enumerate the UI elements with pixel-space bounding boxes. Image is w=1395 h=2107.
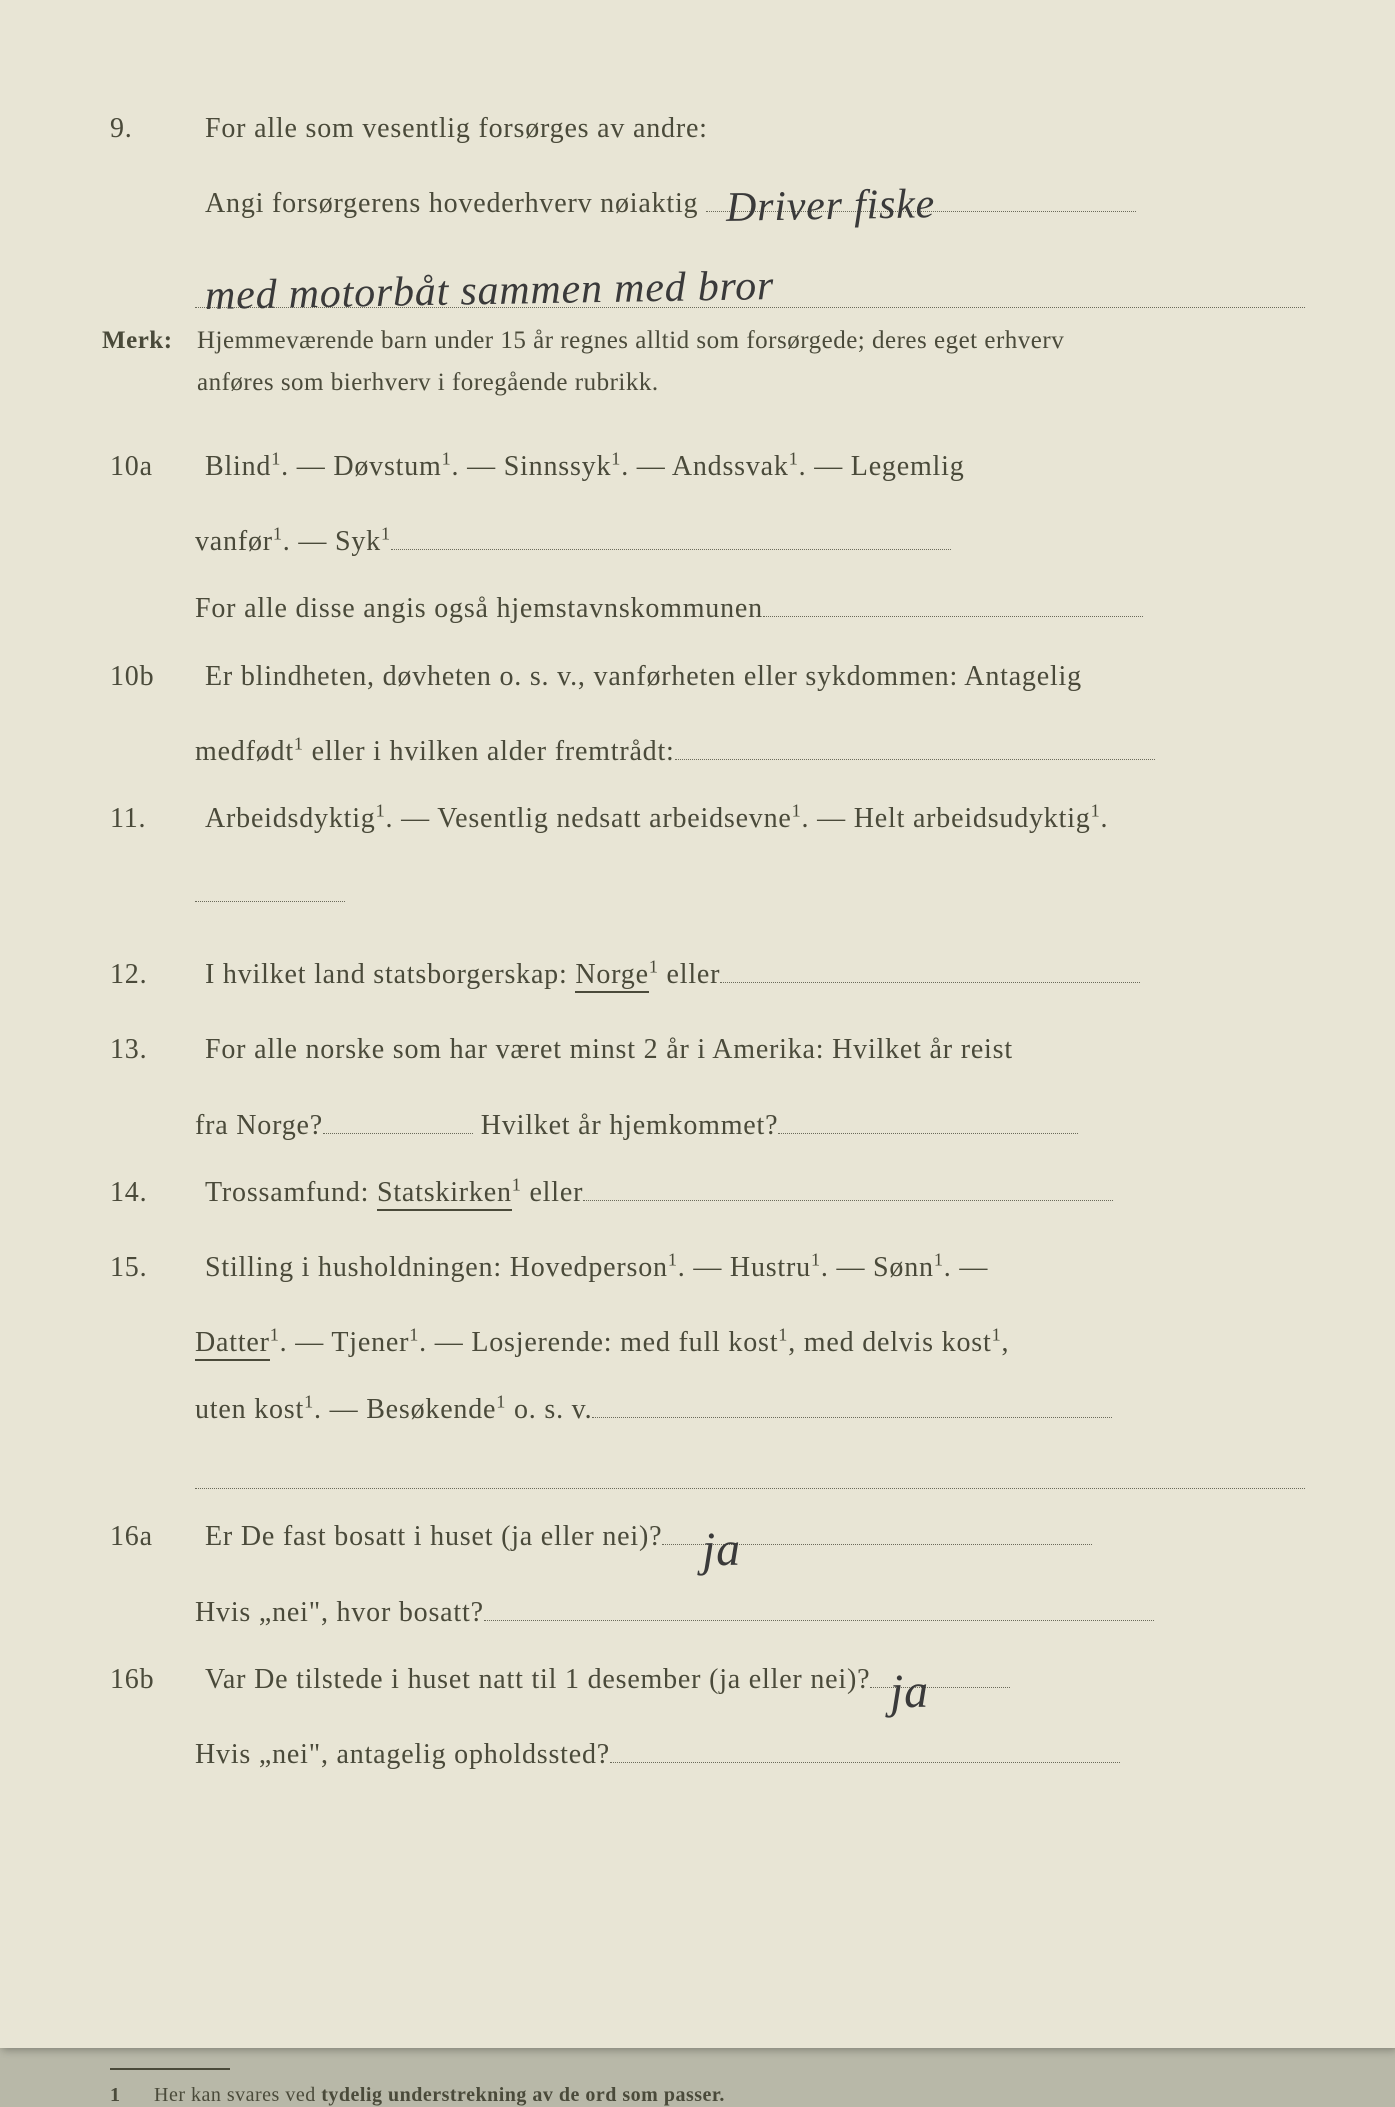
q12-norge: Norge (575, 959, 648, 993)
q15-line2: Datter1. — Tjener1. — Losjerende: med fu… (195, 1309, 1305, 1376)
q15-number: 15. (100, 1234, 205, 1301)
footnote-number: 1 (110, 2084, 121, 2106)
q9-blank1: Driver fiske (706, 180, 1136, 212)
footnote-separator (110, 2068, 230, 2070)
footnote: 1 Her kan svares ved tydelig understrekn… (110, 2084, 1305, 2107)
q14-number: 14. (100, 1159, 205, 1226)
q10b-blank (675, 728, 1155, 760)
q10a-line2: vanfør1. — Syk1 (195, 508, 1305, 575)
q12-number: 12. (100, 941, 205, 1008)
q13-number: 13. (100, 1016, 205, 1083)
q10a-number: 10a (100, 433, 205, 500)
q9-line1: 9. For alle som vesentlig forsørges av a… (100, 95, 1305, 162)
q15-line3: uten kost1. — Besøkende1 o. s. v. (195, 1376, 1305, 1443)
merk-label: Merk: (100, 320, 197, 363)
q11-line1: 11. Arbeidsdyktig1. — Vesentlig nedsatt … (100, 785, 1305, 852)
q16a-number: 16a (100, 1503, 205, 1570)
q11-blank-line (195, 860, 1305, 927)
q16b-number: 16b (100, 1646, 205, 1713)
q11-number: 11. (100, 785, 205, 852)
q14-blank (583, 1169, 1113, 1201)
q13-line1: 13. For alle norske som har været minst … (100, 1016, 1305, 1083)
q15-blank2 (195, 1444, 1305, 1490)
q16a-blank1: ja (662, 1514, 1092, 1546)
q15-line1: 15. Stilling i husholdningen: Hovedperso… (100, 1234, 1305, 1301)
q12-blank (720, 951, 1140, 983)
q13-blank1 (323, 1102, 473, 1134)
q13-blank2 (778, 1102, 1078, 1134)
q10a-line3: For alle disse angis også hjemstavnskomm… (195, 575, 1305, 642)
q16b-blank1: ja (870, 1656, 1010, 1688)
q9-line2: Angi forsørgerens hovederhverv nøiaktig … (100, 170, 1305, 237)
q16b-blank2 (610, 1731, 1120, 1763)
census-form-page: 9. For alle som vesentlig forsørges av a… (0, 0, 1395, 2048)
q15-blank1 (592, 1387, 1112, 1419)
q9-line3: med motorbåt sammen med bror (195, 245, 1305, 308)
q14-line1: 14. Trossamfund: Statskirken1 eller (100, 1159, 1305, 1226)
q9-blank2: med motorbåt sammen med bror (195, 245, 1305, 308)
q16a-blank2 (484, 1589, 1154, 1621)
q9-handwritten2: med motorbåt sammen med bror (204, 236, 775, 347)
q16a-line2: Hvis „nei", hvor bosatt? (195, 1579, 1305, 1646)
q10a-line1: 10a Blind1. — Døvstum1. — Sinnssyk1. — A… (100, 433, 1305, 500)
q16a-line1: 16a Er De fast bosatt i huset (ja eller … (100, 1503, 1305, 1570)
q13-line2: fra Norge? Hvilket år hjemkommet? (195, 1092, 1305, 1159)
q9-prompt: Angi forsørgerens hovederhverv nøiaktig (205, 188, 698, 219)
q16b-line1: 16b Var De tilstede i huset natt til 1 d… (100, 1646, 1305, 1713)
q10b-line2: medfødt1 eller i hvilken alder fremtrådt… (195, 718, 1305, 785)
q12-line1: 12. I hvilket land statsborgerskap: Norg… (100, 941, 1305, 1008)
q10b-number: 10b (100, 643, 205, 710)
q11-blank (195, 870, 345, 902)
q10a-blank2 (763, 586, 1143, 618)
q9-text1: For alle som vesentlig forsørges av andr… (205, 95, 1305, 162)
q15-line4 (195, 1444, 1305, 1490)
q14-statskirken: Statskirken (377, 1177, 512, 1211)
q10a-blank1 (391, 518, 951, 550)
q10b-line1: 10b Er blindheten, døvheten o. s. v., va… (100, 643, 1305, 710)
q9-number: 9. (100, 95, 205, 162)
q15-datter: Datter (195, 1327, 270, 1361)
q16b-line2: Hvis „nei", antagelig opholdssted? (195, 1721, 1305, 1788)
